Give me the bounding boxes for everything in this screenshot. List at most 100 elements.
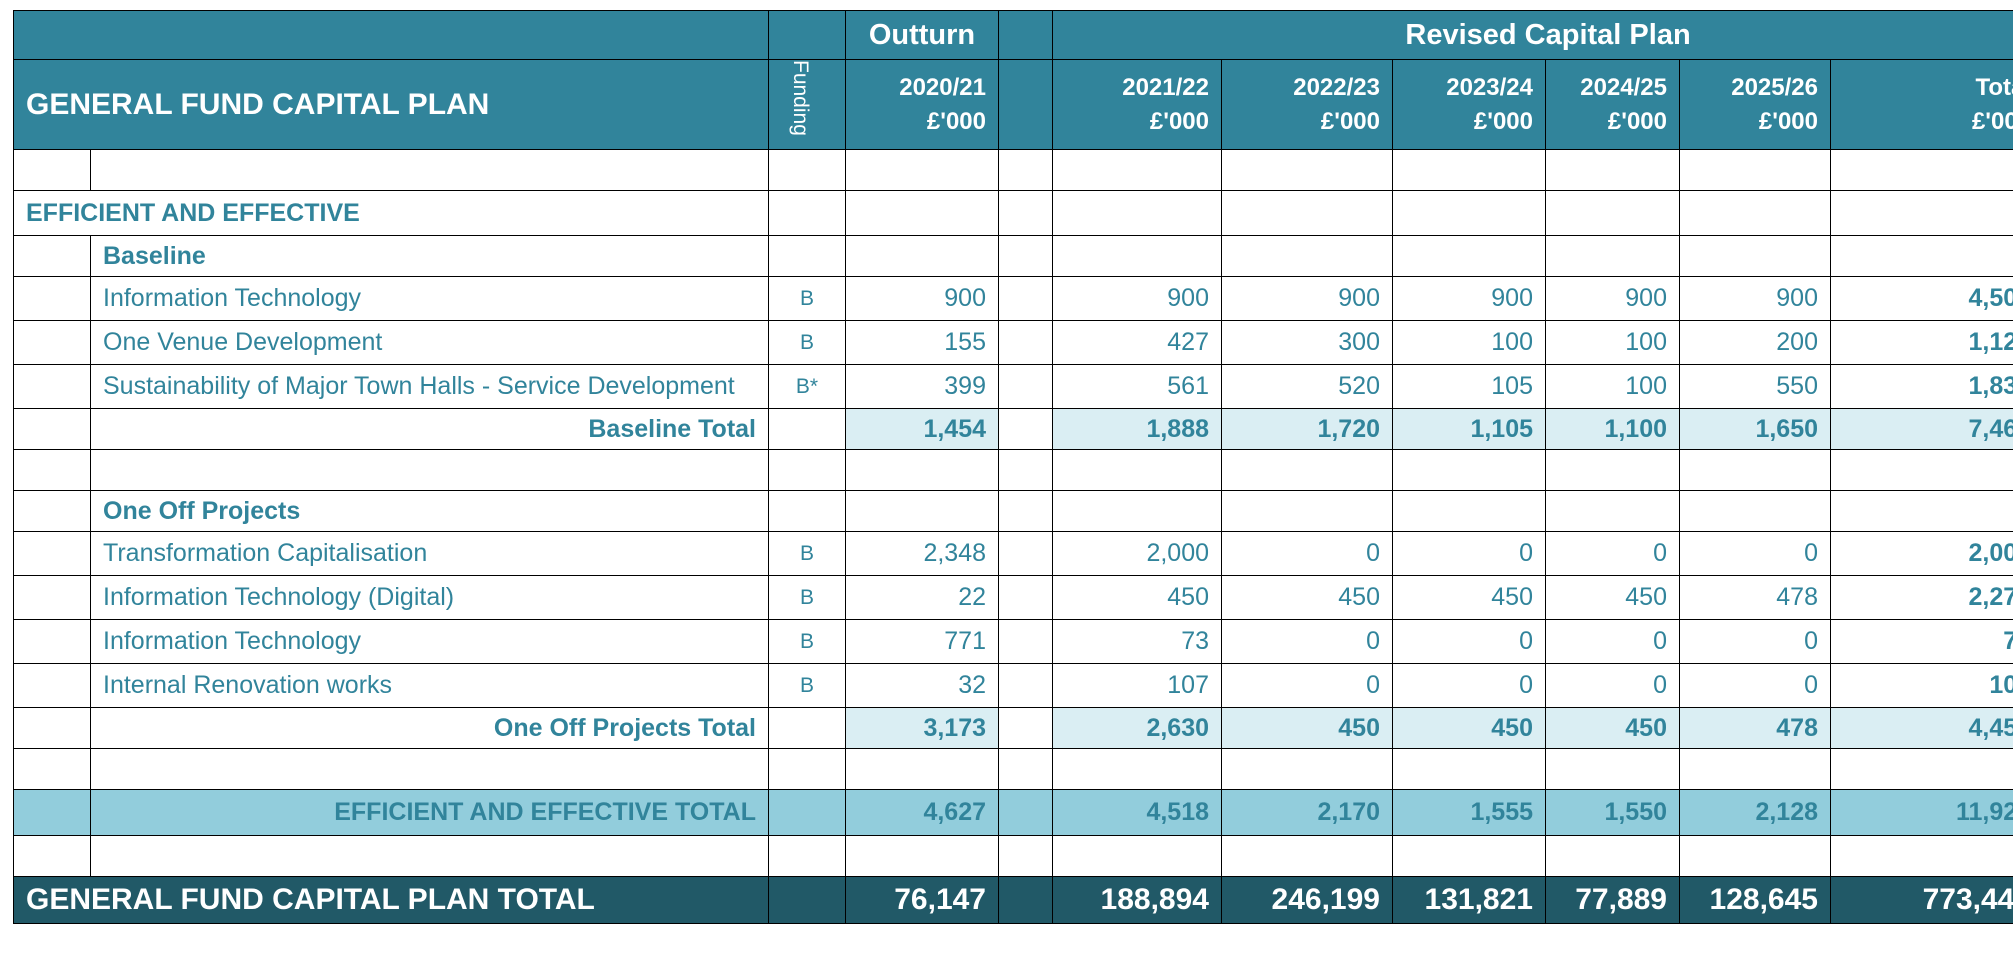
table-row	[13, 748, 2013, 790]
indent-cell	[13, 408, 91, 450]
value-cell	[1545, 235, 1680, 277]
table-row: EFFICIENT AND EFFECTIVE	[13, 190, 2013, 236]
column-unit: £'000	[1607, 107, 1667, 135]
value-cell	[845, 235, 999, 277]
spacer-cell	[998, 490, 1053, 532]
row-label: GENERAL FUND CAPITAL PLAN TOTAL	[13, 876, 769, 924]
indent-cell	[13, 320, 91, 365]
value-cell: 900	[1679, 276, 1831, 321]
value-cell: 0	[1545, 619, 1680, 664]
value-cell: 1,650	[1679, 408, 1831, 450]
header-row: Outturn Revised Capital Plan	[13, 10, 2013, 60]
value-cell	[845, 835, 999, 877]
value-cell	[1221, 190, 1393, 236]
value-cell: 3,173	[845, 707, 999, 749]
value-cell: 76,147	[845, 876, 999, 924]
spacer-cell	[998, 748, 1053, 790]
row-label: Transformation Capitalisation	[90, 531, 769, 576]
value-cell: 900	[1221, 276, 1393, 321]
value-cell	[845, 190, 999, 236]
value-cell: 478	[1679, 707, 1831, 749]
value-cell	[1052, 190, 1222, 236]
value-cell	[1829, 235, 2013, 277]
row-label: Information Technology	[90, 619, 769, 664]
value-cell	[1679, 235, 1831, 277]
row-label: One Off Projects	[90, 490, 769, 532]
value-cell: 2,630	[1052, 707, 1222, 749]
value-cell	[1392, 190, 1546, 236]
value-cell: 2,348	[845, 531, 999, 576]
column-header: 2020/21 £'000	[845, 59, 999, 150]
value-cell	[1545, 449, 1680, 491]
spacer-cell	[998, 835, 1053, 877]
column-unit: £'000	[1473, 107, 1533, 135]
value-cell: 0	[1221, 531, 1393, 576]
value-cell	[1679, 490, 1831, 532]
value-cell: 427	[1052, 320, 1222, 365]
header-cell	[998, 10, 1053, 60]
header-cell	[768, 10, 846, 60]
indent-cell	[13, 789, 91, 836]
value-cell: 450	[1545, 575, 1680, 620]
spacer-cell	[998, 276, 1053, 321]
value-cell	[1679, 835, 1831, 877]
value-cell: 561	[1052, 364, 1222, 409]
column-year: 2024/25	[1580, 73, 1667, 101]
row-label-cell	[90, 748, 769, 790]
value-cell: 4,500	[1829, 276, 2013, 321]
row-label: Information Technology	[90, 276, 769, 321]
column-header: 2023/24 £'000	[1392, 59, 1546, 150]
column-year: 2021/22	[1122, 73, 1209, 101]
value-cell: 1,555	[1392, 789, 1546, 836]
value-cell	[1221, 748, 1393, 790]
indent-cell	[13, 619, 91, 664]
funding-code: B	[768, 663, 846, 708]
column-unit: £'000	[1758, 107, 1818, 135]
value-cell	[1545, 490, 1680, 532]
value-cell: 100	[1545, 364, 1680, 409]
value-cell: 450	[1545, 707, 1680, 749]
spacer-cell	[998, 707, 1053, 749]
table-body: EFFICIENT AND EFFECTIVE Baseline Informati…	[13, 149, 2013, 924]
value-cell: 0	[1545, 531, 1680, 576]
value-cell	[1679, 449, 1831, 491]
funding-cell	[768, 789, 846, 836]
funding-cell	[768, 149, 846, 191]
value-cell	[1829, 449, 2013, 491]
row-label-cell	[90, 149, 769, 191]
funding-code: B	[768, 619, 846, 664]
value-cell	[845, 449, 999, 491]
value-cell: 73	[1829, 619, 2013, 664]
header-cell	[13, 10, 769, 60]
row-label: Information Technology (Digital)	[90, 575, 769, 620]
indent-cell	[13, 835, 91, 877]
table-header: Outturn Revised Capital Plan GENERAL FUN…	[13, 10, 2013, 150]
value-cell: 399	[845, 364, 999, 409]
value-cell	[1052, 235, 1222, 277]
indent-cell	[13, 575, 91, 620]
table-row	[13, 449, 2013, 491]
indent-cell	[13, 707, 91, 749]
table-row	[13, 149, 2013, 191]
value-cell	[1829, 835, 2013, 877]
funding-code: B	[768, 276, 846, 321]
table-row: Sustainability of Major Town Halls - Ser…	[13, 364, 2013, 409]
value-cell: 0	[1392, 663, 1546, 708]
indent-cell	[13, 235, 91, 277]
value-cell: 100	[1392, 320, 1546, 365]
spacer-cell	[998, 149, 1053, 191]
value-cell	[1052, 490, 1222, 532]
table-row: Information Technology (Digital) B 22 450 45…	[13, 575, 2013, 620]
column-header: 2024/25 £'000	[1545, 59, 1680, 150]
value-cell	[1545, 835, 1680, 877]
table-row: One Off Projects Total 3,173 2,630 450 450 45…	[13, 707, 2013, 749]
value-cell: 107	[1052, 663, 1222, 708]
column-header: 2021/22 £'000	[1052, 59, 1222, 150]
spacer-cell	[998, 789, 1053, 836]
capital-plan-table: Outturn Revised Capital Plan GENERAL FUN…	[13, 10, 2013, 924]
value-cell	[1221, 490, 1393, 532]
row-label: Baseline Total	[90, 408, 769, 450]
value-cell: 2,278	[1829, 575, 2013, 620]
value-cell	[1221, 449, 1393, 491]
